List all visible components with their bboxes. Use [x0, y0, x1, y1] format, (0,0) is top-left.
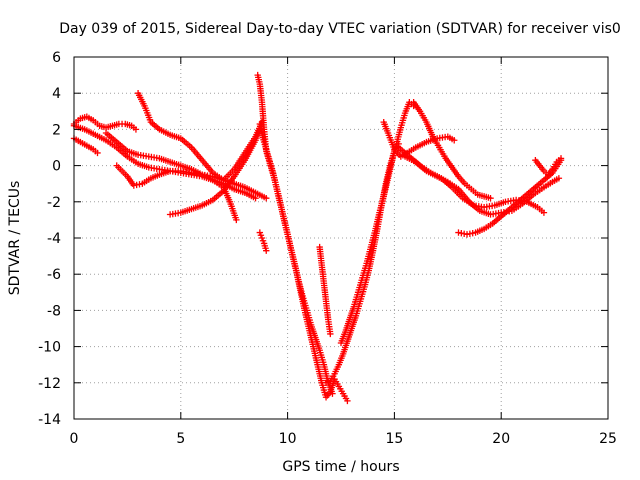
series-track: [395, 144, 548, 216]
data-point: [94, 149, 101, 157]
data-point: [263, 194, 270, 202]
y-tick-label: 4: [52, 86, 61, 102]
x-tick-label: 25: [599, 431, 617, 447]
x-axis-label: GPS time / hours: [282, 459, 399, 475]
data-point: [252, 194, 259, 202]
data-point: [557, 155, 565, 162]
y-tick-label: 2: [52, 122, 61, 138]
series-track: [316, 243, 334, 338]
x-tick-label: 10: [279, 431, 297, 447]
data-point: [487, 194, 494, 202]
series-track: [532, 155, 565, 178]
series-track: [410, 99, 494, 202]
data-point: [263, 247, 270, 254]
chart-title: Day 039 of 2015, Sidereal Day-to-day VTE…: [59, 21, 621, 37]
y-tick-label: 6: [52, 50, 61, 66]
x-tick-label: 5: [176, 431, 185, 447]
y-tick-label: 0: [52, 159, 61, 175]
y-tick-label: -2: [47, 195, 61, 211]
series-track: [337, 99, 417, 347]
y-tick-label: -8: [47, 303, 61, 319]
y-tick-label: -14: [38, 412, 61, 428]
data-point: [344, 397, 351, 405]
y-axis-label: SDTVAR / TECUs: [7, 181, 23, 296]
data-point: [329, 390, 336, 397]
data-point: [233, 216, 240, 224]
y-tick-label: -6: [47, 267, 61, 283]
series-track: [166, 126, 264, 218]
data-point: [540, 209, 548, 216]
y-tick-label: -12: [38, 376, 61, 392]
series-track: [256, 229, 270, 254]
y-tick-label: -10: [38, 340, 61, 356]
y-tick-label: -4: [47, 231, 61, 247]
x-tick-label: 15: [385, 431, 403, 447]
x-tick-label: 0: [70, 431, 79, 447]
data-points: [70, 71, 565, 405]
data-point: [327, 330, 334, 338]
data-point: [132, 126, 140, 133]
axis-ticks: 0 5 10 15 20 25 -14 -12 -10 -8 -6 -4 -2 0 2 4 6: [38, 50, 617, 447]
data-point: [451, 137, 458, 144]
data-point: [555, 175, 563, 182]
x-tick-label: 20: [492, 431, 510, 447]
